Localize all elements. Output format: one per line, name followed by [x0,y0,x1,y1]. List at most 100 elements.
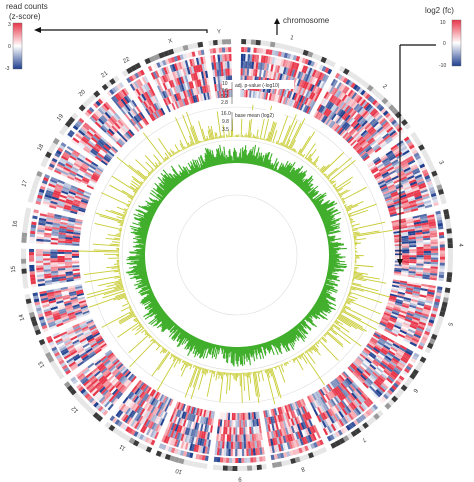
zscore-heatmap-cell [292,417,297,426]
zscore-heatmap-cell [81,162,90,169]
zscore-heatmap-cell [122,97,129,105]
zscore-heatmap-cell [36,236,44,240]
basemean-bar [161,316,169,323]
zscore-heatmap-cell [430,270,438,274]
zscore-heatmap-cell [52,194,60,199]
ideogram-band [28,311,36,318]
zscore-heatmap-cell [420,317,428,322]
basemean-bar [143,298,157,306]
zscore-heatmap-cell [224,412,227,420]
zscore-heatmap-cell [177,410,182,418]
log2fc-cell [33,298,40,303]
zscore-heatmap-cell [220,426,224,435]
zscore-heatmap-cell [102,368,109,376]
zscore-heatmap-cell [57,261,65,265]
zscore-heatmap-cell [157,409,163,417]
padj-spike [140,181,144,184]
zscore-heatmap-cell [199,86,204,94]
zscore-heatmap-cell [71,253,80,256]
basemean-bar [228,150,231,164]
log2fc-tick-mid: 0 [443,41,446,47]
zscore-heatmap-cell [404,169,412,175]
zscore-heatmap-cell [374,368,382,375]
zscore-heatmap-cell [225,427,228,435]
zscore-heatmap-cell [398,289,406,294]
padj-spike [313,343,316,346]
zscore-heatmap-cell [323,411,330,419]
zscore-heatmap-cell [409,324,417,330]
padj-spike [351,223,360,227]
zscore-heatmap-cell [356,125,363,133]
zscore-heatmap-cell [52,226,60,231]
zscore-heatmap-cell [64,243,73,246]
zscore-heatmap-cell [175,416,180,425]
zscore-heatmap-cell [403,207,411,212]
basemean-bar [137,282,150,287]
zscore-heatmap-cell [75,218,83,223]
zscore-heatmap-cell [231,412,234,421]
zscore-heatmap-cell [403,167,411,173]
zscore-heatmap-cell [111,115,118,123]
zscore-heatmap-cell [120,126,128,134]
padj-spike [302,352,325,386]
zscore-heatmap-cell [386,377,393,384]
zscore-heatmap-cell [251,433,255,442]
zscore-heatmap-cell [297,94,302,102]
zscore-heatmap-cell [373,158,381,164]
padj-spike [290,139,296,151]
zscore-heatmap-cell [409,257,417,260]
zscore-heatmap-cell [61,188,70,193]
zscore-heatmap-cell [70,296,78,301]
zscore-heatmap-cell [381,348,389,354]
zscore-heatmap-cell [329,408,335,416]
zscore-heatmap-cell [228,448,231,457]
basemean-bar [161,177,174,190]
basemean-bar [319,207,335,216]
zscore-heatmap-cell [396,317,405,323]
ideogram-band [93,90,101,98]
zscore-heatmap-cell [68,290,77,295]
zscore-heatmap-cell [222,90,226,98]
zscore-heatmap-cell [322,427,329,436]
basemean-bar [131,227,148,234]
zscore-heatmap-cell [51,310,60,315]
zscore-heatmap-cell [63,338,72,345]
zscore-heatmap-cell [422,197,431,202]
ideogram-band [22,283,29,289]
basemean-bar [263,152,270,168]
zscore-heatmap-cell [324,108,331,117]
ideogram-band [237,465,243,471]
zscore-heatmap-cell [80,305,88,310]
basemean-bar [327,237,334,240]
zscore-heatmap-cell [371,382,379,390]
basemean-bar [286,167,295,179]
zscore-heatmap-cell [116,130,123,138]
basemean-bar [328,247,347,251]
zscore-heatmap-cell [356,367,363,375]
basemean-bar [248,346,251,354]
log2fc-cell [394,380,401,386]
zscore-heatmap-cell [402,257,410,260]
log2fc-cell [400,372,407,379]
ideogram-band [85,97,93,105]
log2fc-cell [253,457,257,463]
zscore-heatmap-cell [155,424,160,432]
log2fc-cell [318,439,324,446]
padj-spike [123,208,129,211]
zscore-heatmap-cell [121,377,128,385]
log2fc-cell [410,146,417,153]
basemean-bar [134,236,147,240]
zscore-heatmap-cell [420,189,428,194]
log2fc-cell [52,349,59,355]
zscore-heatmap-cell [121,405,128,413]
basemean-bar [148,197,161,206]
padj-spike [152,338,155,342]
zscore-heatmap-cell [402,255,410,258]
zscore-heatmap-cell [355,145,362,152]
zscore-heatmap-cell [163,435,169,444]
basemean-bar [290,329,300,341]
zscore-heatmap-cell [170,430,175,438]
padj-spike [180,362,189,377]
log2fc-cell [222,457,227,463]
ideogram-band [108,424,116,432]
